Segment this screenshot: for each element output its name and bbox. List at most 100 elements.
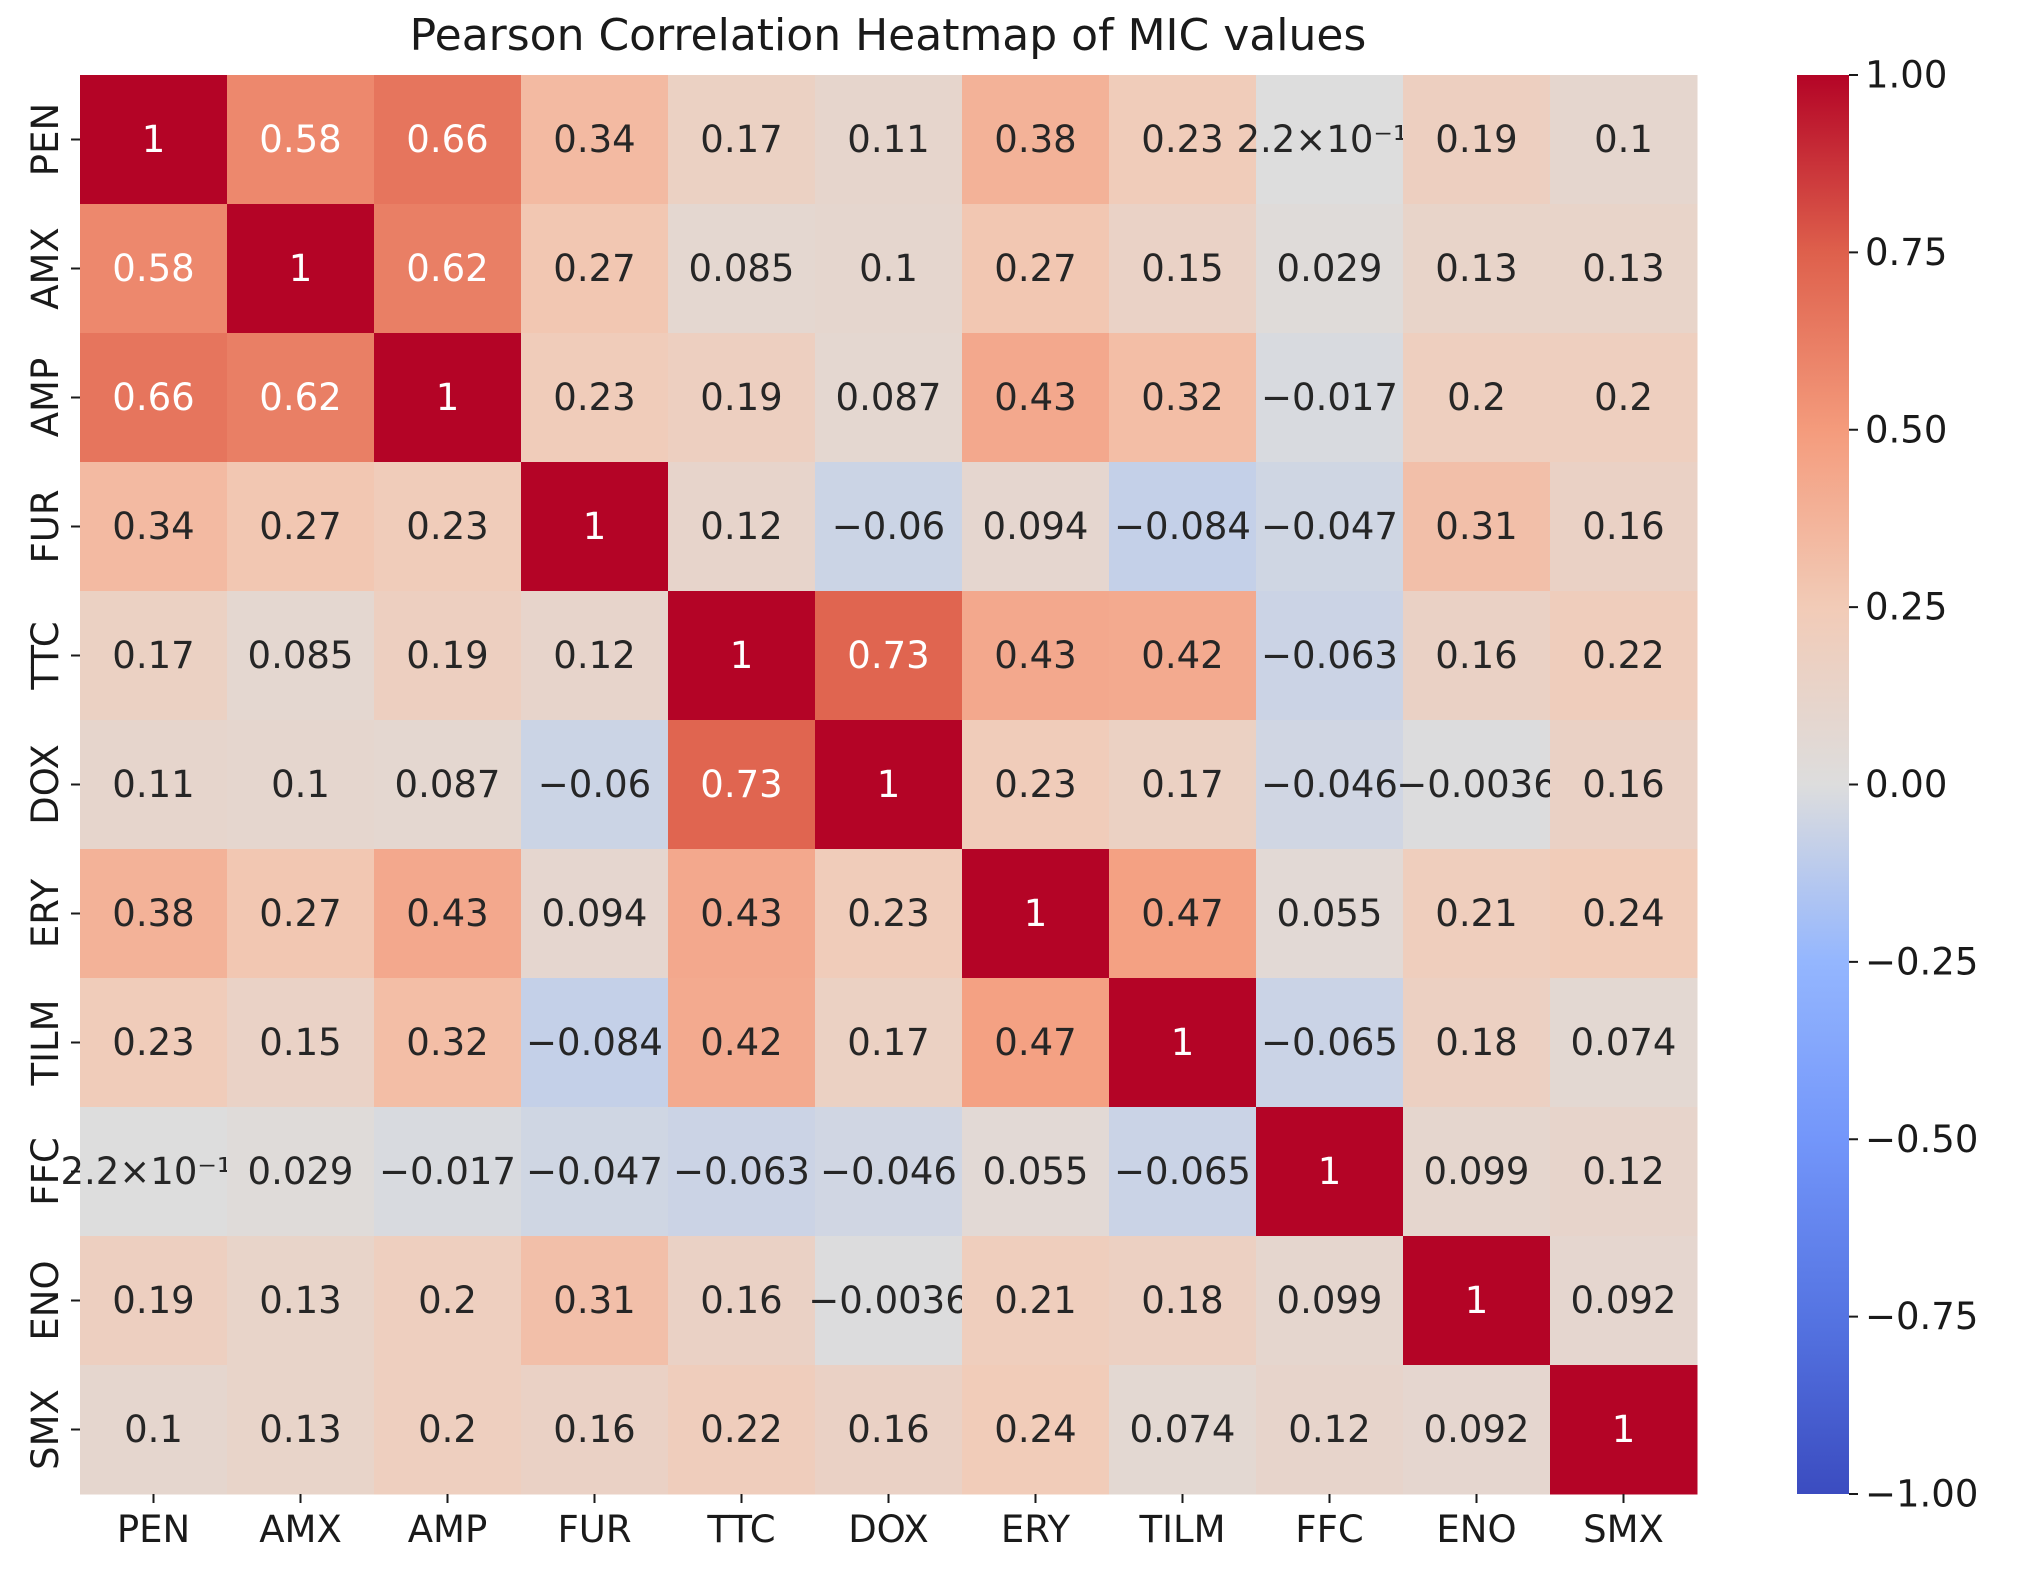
heatmap-cell — [227, 849, 375, 979]
y-tick-label: SMX — [24, 1389, 67, 1470]
heatmap-cell — [80, 204, 228, 334]
heatmap-cell — [815, 591, 963, 721]
heatmap-cell — [374, 333, 522, 463]
heatmap-cell — [668, 591, 816, 721]
y-tick-label: FFC — [24, 1137, 67, 1205]
cell-value-label: 0.16 — [847, 1408, 929, 1451]
cell-value-label: 0.24 — [994, 1408, 1076, 1451]
cell-value-label: 0.099 — [1277, 1279, 1383, 1322]
heatmap-cell — [521, 720, 669, 850]
cell-value-label: 1 — [730, 634, 754, 677]
cell-value-label: 1 — [289, 247, 313, 290]
heatmap-cell — [227, 75, 375, 205]
heatmap-cell — [521, 1107, 669, 1237]
heatmap-cell — [227, 333, 375, 463]
heatmap-cell — [521, 1236, 669, 1366]
cell-value-label: 0.19 — [112, 1279, 194, 1322]
heatmap-cell — [227, 720, 375, 850]
heatmap-cell — [374, 462, 522, 592]
heatmap-cell — [668, 1365, 816, 1495]
heatmap-cell — [668, 462, 816, 592]
x-axis: PEN AMX AMP FUR TTC DOX ERY TILM FFC ENO SMX — [117, 1494, 1664, 1551]
cell-value-label: −0.06 — [538, 763, 651, 806]
cell-value-label: 0.17 — [112, 634, 194, 677]
cell-value-label: 0.62 — [406, 247, 488, 290]
heatmap-cell — [80, 333, 228, 463]
heatmap-cell — [521, 333, 669, 463]
x-tick-label: ERY — [1001, 1508, 1071, 1551]
cell-value-label: −0.046 — [1261, 763, 1398, 806]
cell-value-label: 0.66 — [406, 118, 488, 161]
cell-value-label: 0.085 — [248, 634, 354, 677]
heatmap-cell — [374, 1236, 522, 1366]
colorbar-tick-label: 0.00 — [1865, 763, 1947, 806]
cell-value-label: 0.13 — [259, 1408, 341, 1451]
heatmap-cell — [815, 204, 963, 334]
heatmap-cell — [374, 849, 522, 979]
y-tick-label: ERY — [24, 878, 67, 948]
heatmap-cell — [815, 978, 963, 1108]
cell-value-label: 0.34 — [112, 505, 194, 548]
cell-value-label: 0.12 — [1582, 1150, 1664, 1193]
cell-value-label: 0.15 — [259, 1021, 341, 1064]
heatmap-cell — [227, 204, 375, 334]
heatmap-cell — [80, 1236, 228, 1366]
heatmap-cell — [962, 333, 1110, 463]
heatmap-cell — [521, 75, 669, 205]
heatmap-cell — [1256, 462, 1404, 592]
cell-value-label: 0.42 — [1141, 634, 1223, 677]
cell-value-label: −0.065 — [1114, 1150, 1251, 1193]
heatmap-cell — [1403, 204, 1551, 334]
heatmap-cell — [521, 204, 669, 334]
cell-value-label: 0.43 — [994, 634, 1076, 677]
heatmap-cell — [1256, 75, 1404, 205]
heatmap-cell — [668, 75, 816, 205]
heatmap-cell — [1256, 978, 1404, 1108]
heatmap-cell — [668, 204, 816, 334]
heatmap-cell — [1109, 720, 1257, 850]
heatmap-cell — [1109, 1107, 1257, 1237]
cell-value-label: 0.34 — [553, 118, 635, 161]
cell-value-label: 0.31 — [553, 1279, 635, 1322]
cell-value-label: 0.19 — [406, 634, 488, 677]
cell-value-label: 0.32 — [406, 1021, 488, 1064]
heatmap-cell — [962, 1365, 1110, 1495]
y-tick-label: DOX — [24, 744, 67, 825]
cell-value-label: 0.42 — [700, 1021, 782, 1064]
cell-value-label: 0.73 — [700, 763, 782, 806]
heatmap-cell — [668, 720, 816, 850]
heatmap-cell — [1550, 849, 1698, 979]
heatmap-cell — [962, 1107, 1110, 1237]
cell-value-label: 0.029 — [248, 1150, 354, 1193]
cell-value-label: 0.47 — [994, 1021, 1076, 1064]
heatmap-cell — [1403, 720, 1551, 850]
x-tick-label: AMP — [408, 1508, 488, 1551]
x-tick-label: ENO — [1436, 1508, 1516, 1551]
heatmap-cell — [227, 1107, 375, 1237]
cell-value-label: 0.2 — [1447, 376, 1506, 419]
cell-value-label: 0.16 — [553, 1408, 635, 1451]
cell-value-label: 0.27 — [553, 247, 635, 290]
cell-value-label: −0.017 — [1261, 376, 1398, 419]
y-tick-label: ENO — [24, 1260, 67, 1340]
x-tick-label: FFC — [1295, 1508, 1363, 1551]
cell-value-label: 0.2 — [418, 1408, 477, 1451]
heatmap-cell — [1109, 591, 1257, 721]
cell-value-label: 0.16 — [1435, 634, 1517, 677]
heatmap-cell — [1403, 1365, 1551, 1495]
heatmap-cell — [668, 849, 816, 979]
heatmap-cell — [521, 591, 669, 721]
cell-value-label: −0.047 — [526, 1150, 663, 1193]
heatmap-cell — [1256, 333, 1404, 463]
colorbar-tick-label: 0.50 — [1865, 408, 1947, 451]
heatmap-cell — [962, 1236, 1110, 1366]
x-tick-label: FUR — [557, 1508, 631, 1551]
cell-value-label: −0.084 — [1114, 505, 1251, 548]
chart-title: Pearson Correlation Heatmap of MIC value… — [410, 10, 1367, 61]
y-tick-label: AMP — [24, 358, 67, 438]
heatmap-cell — [815, 333, 963, 463]
cell-value-label: 0.16 — [1582, 763, 1664, 806]
heatmap-cell — [227, 1236, 375, 1366]
y-tick-label: TTC — [24, 621, 67, 690]
